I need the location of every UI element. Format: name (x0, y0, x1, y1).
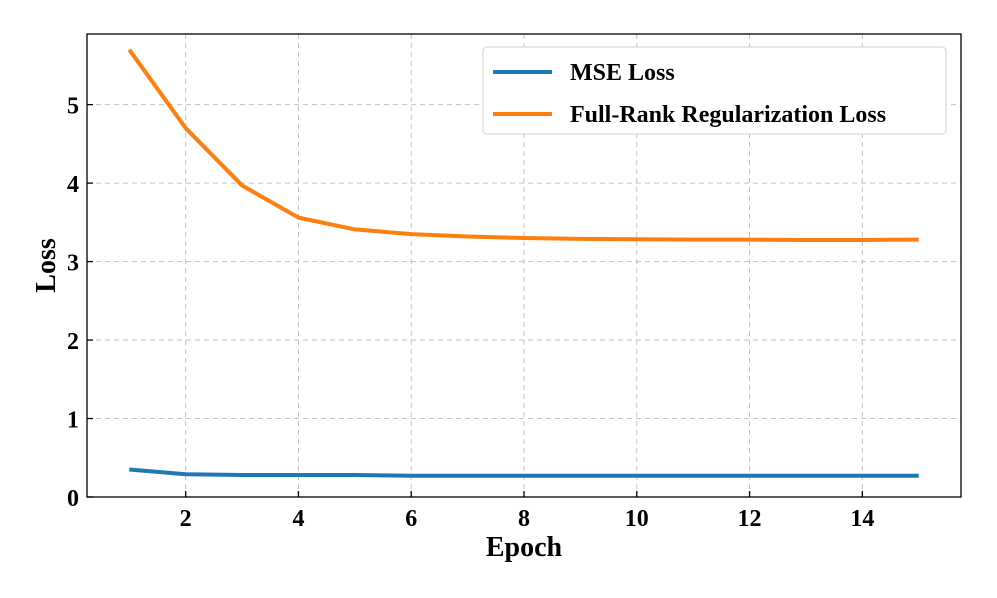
legend: MSE Loss Full-Rank Regularization Loss (482, 46, 947, 135)
y-axis-label: Loss (31, 238, 62, 293)
x-tick-label: 12 (738, 506, 762, 532)
x-tick-label: 2 (180, 506, 192, 532)
y-tick-label: 0 (67, 486, 79, 512)
legend-label-mse: MSE Loss (570, 60, 675, 86)
series-group (127, 48, 919, 478)
legend-box (482, 46, 947, 135)
y-tick-label: 3 (67, 251, 79, 277)
x-tick-label: 14 (850, 506, 874, 532)
x-tick-label: 10 (625, 506, 649, 532)
x-tick-label: 6 (405, 506, 417, 532)
y-tick-label: 5 (67, 94, 79, 120)
x-axis-label: Epoch (486, 532, 563, 563)
y-tick-label: 1 (67, 408, 79, 434)
series-line-0 (129, 467, 919, 478)
y-tick-label: 4 (67, 172, 79, 198)
x-tick-label: 4 (292, 506, 304, 532)
series-line-1 (127, 48, 919, 242)
x-tick-label: 8 (518, 506, 530, 532)
y-tick-label: 2 (67, 329, 79, 355)
legend-label-full-rank: Full-Rank Regularization Loss (570, 102, 886, 128)
